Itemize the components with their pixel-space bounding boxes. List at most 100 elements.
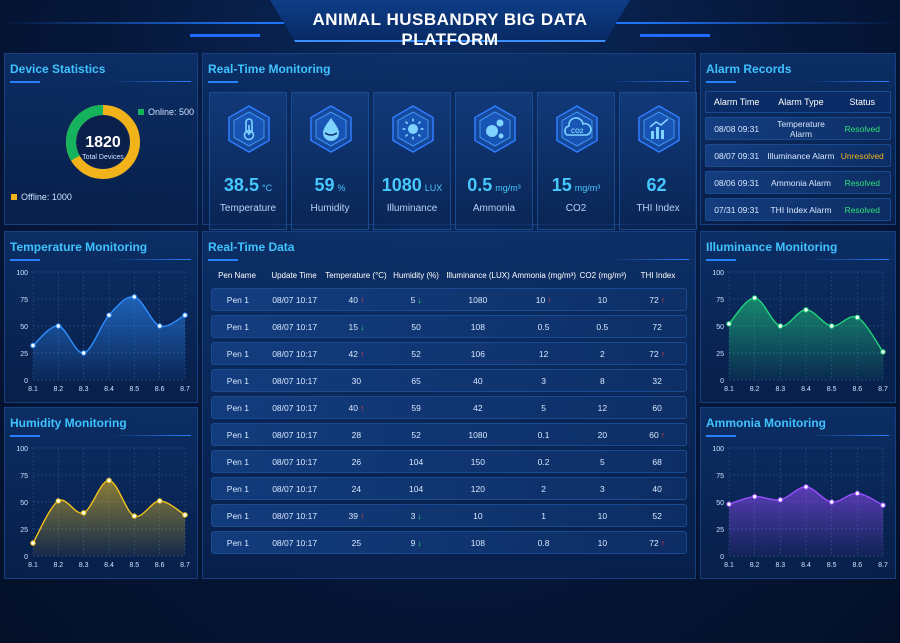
y-tick-label: 75 — [716, 297, 724, 304]
monitor-value: 15 mg/m³ — [538, 175, 614, 196]
cell-value: 42 — [473, 402, 483, 413]
cell-value: 08/07 10:17 — [272, 537, 318, 548]
data-point — [55, 498, 62, 504]
panel-title: Temperature Monitoring — [10, 240, 148, 254]
cell-temp: 28 — [326, 430, 388, 440]
alarm-status: Unresolved — [840, 150, 884, 161]
monitor-value-number: 62 — [646, 175, 667, 195]
data-table-header: Pen Name Update Time Temperature (°C) Hu… — [211, 266, 687, 284]
trend-down-icon: ↓ — [417, 537, 422, 548]
data-point — [30, 342, 36, 349]
table-row[interactable]: Pen 1 08/07 10:17 15 ↓ 50 108 0.5 0.5 72 — [211, 315, 687, 338]
table-row[interactable]: Pen 1 08/07 10:17 26 104 150 0.2 5 68 — [211, 450, 687, 473]
cell-value: 15 — [348, 321, 358, 332]
panel-title: Real-Time Data — [208, 240, 295, 254]
table-row[interactable]: Pen 1 08/07 10:17 25 9 ↓ 108 0.8 10 72 ↑ — [211, 531, 687, 554]
series-area — [33, 480, 185, 556]
data-point — [131, 294, 138, 300]
cell-hum: 65 — [387, 376, 445, 386]
cell-co2: 2 — [576, 349, 628, 359]
cell-value: Pen 1 — [226, 429, 249, 440]
x-tick-label: 8.4 — [801, 386, 811, 393]
alarm-type: Illuminance Alarm — [767, 150, 835, 161]
cell-value: 60 — [649, 429, 659, 440]
monitor-value-unit: °C — [261, 183, 273, 193]
title-accent-line — [809, 259, 889, 260]
cell-value: 150 — [470, 456, 485, 467]
cell-value: 08/07 10:17 — [272, 375, 318, 386]
cell-value: 52 — [411, 429, 421, 440]
cell-value: 08/07 10:17 — [272, 429, 318, 440]
alarm-row[interactable]: 07/31 09:31 THI Index Alarm Resolved — [705, 198, 891, 221]
trend-down-icon: ↓ — [417, 294, 422, 305]
table-row[interactable]: Pen 1 08/07 10:17 30 65 40 3 8 32 — [211, 369, 687, 392]
cell-value: 40 — [348, 294, 358, 305]
cell-pen: Pen 1 — [212, 538, 264, 548]
monitor-label: Illuminance — [386, 203, 438, 214]
cell-temp: 24 — [326, 484, 388, 494]
title-accent-line — [111, 435, 191, 436]
alarm-status: Resolved — [844, 177, 880, 188]
y-tick-label: 25 — [20, 527, 28, 534]
cell-hum: 104 — [387, 484, 445, 494]
cell-value: 59 — [411, 402, 421, 413]
alarm-row[interactable]: 08/06 09:31 Ammonia Alarm Resolved — [705, 171, 891, 194]
cell-value: 39 — [348, 510, 358, 521]
svg-text:CO2: CO2 — [571, 129, 584, 135]
y-tick-label: 50 — [20, 500, 28, 507]
cell-nh3: 5 — [511, 403, 577, 413]
cell-value: 10 — [473, 510, 483, 521]
data-point — [803, 307, 809, 313]
monitor-card-humidity: 59% Humidity — [291, 92, 369, 230]
illuminance-chart: 0 25 50 75 100 8.1 8.2 8.3 8.4 8.5 8.6 8.7 — [712, 270, 888, 393]
device-statistics-panel: Device Statistics 1820 Total Devices Onl… — [4, 53, 198, 225]
y-tick-label: 100 — [16, 446, 28, 453]
monitor-label: CO2 — [565, 203, 587, 214]
cell-hum: 59 — [387, 403, 445, 413]
title-accent-line — [111, 81, 191, 82]
header-bar: ANIMAL HUSBANDRY BIG DATA PLATFORM — [0, 0, 900, 49]
cell-value: 52 — [652, 510, 662, 521]
cell-value: 52 — [411, 348, 421, 359]
title-underline — [10, 81, 40, 83]
x-tick-label: 8.5 — [827, 562, 837, 569]
cell-nh3: 0.8 — [511, 538, 577, 548]
cell-value: 72 — [652, 321, 662, 332]
column-header: Pen Name — [218, 270, 256, 280]
page-title: ANIMAL HUSBANDRY BIG DATA PLATFORM — [312, 10, 588, 49]
table-row[interactable]: Pen 1 08/07 10:17 40 ↑ 59 42 5 12 60 — [211, 396, 687, 419]
cell-value: 08/07 10:17 — [272, 348, 318, 359]
table-row[interactable]: Pen 1 08/07 10:17 42 ↑ 52 106 12 2 72 ↑ — [211, 342, 687, 365]
table-row[interactable]: Pen 1 08/07 10:17 28 52 1080 0.1 20 60 ↑ — [211, 423, 687, 446]
y-tick-label: 25 — [20, 351, 28, 358]
series-area — [33, 296, 185, 380]
ammonia-monitoring-panel: Ammonia Monitoring 0 25 50 75 100 8.1 8.2 8.3 8.… — [700, 407, 896, 579]
x-tick-label: 8.5 — [827, 386, 837, 393]
co2-cloud-icon: CO2 — [556, 105, 598, 153]
table-row[interactable]: Pen 1 08/07 10:17 24 104 120 2 3 40 — [211, 477, 687, 500]
cell-thi: 60 ↑ — [628, 430, 686, 440]
x-tick-label: 8.1 — [724, 562, 734, 569]
title-underline — [10, 435, 40, 437]
y-tick-label: 25 — [716, 527, 724, 534]
data-point — [55, 323, 62, 329]
data-point — [777, 497, 784, 503]
alarm-row[interactable]: 08/08 09:31 Temperature Alarm Resolved — [705, 117, 891, 140]
cell-value: 1080 — [468, 429, 488, 440]
cell-value: 12 — [597, 402, 608, 413]
cell-value: 5 — [541, 402, 546, 413]
cell-value: 1 — [541, 510, 546, 521]
data-point — [182, 312, 188, 318]
x-tick-label: 8.7 — [878, 386, 888, 393]
trend-up-icon: ↑ — [359, 510, 365, 521]
table-row[interactable]: Pen 1 08/07 10:17 39 ↑ 3 ↓ 10 1 10 52 — [211, 504, 687, 527]
cell-nh3: 0.2 — [511, 457, 577, 467]
data-point — [726, 321, 732, 327]
cell-value: 40 — [348, 402, 358, 413]
title-accent-line — [609, 259, 689, 260]
cell-hum: 52 — [387, 349, 445, 359]
y-tick-label: 0 — [24, 378, 28, 385]
table-row[interactable]: Pen 1 08/07 10:17 40 ↑ 5 ↓ 1080 10 ↑ 10 72 ↑ — [211, 288, 687, 311]
cell-temp: 40 ↑ — [326, 403, 388, 413]
alarm-row[interactable]: 08/07 09:31 Illuminance Alarm Unresolved — [705, 144, 891, 167]
